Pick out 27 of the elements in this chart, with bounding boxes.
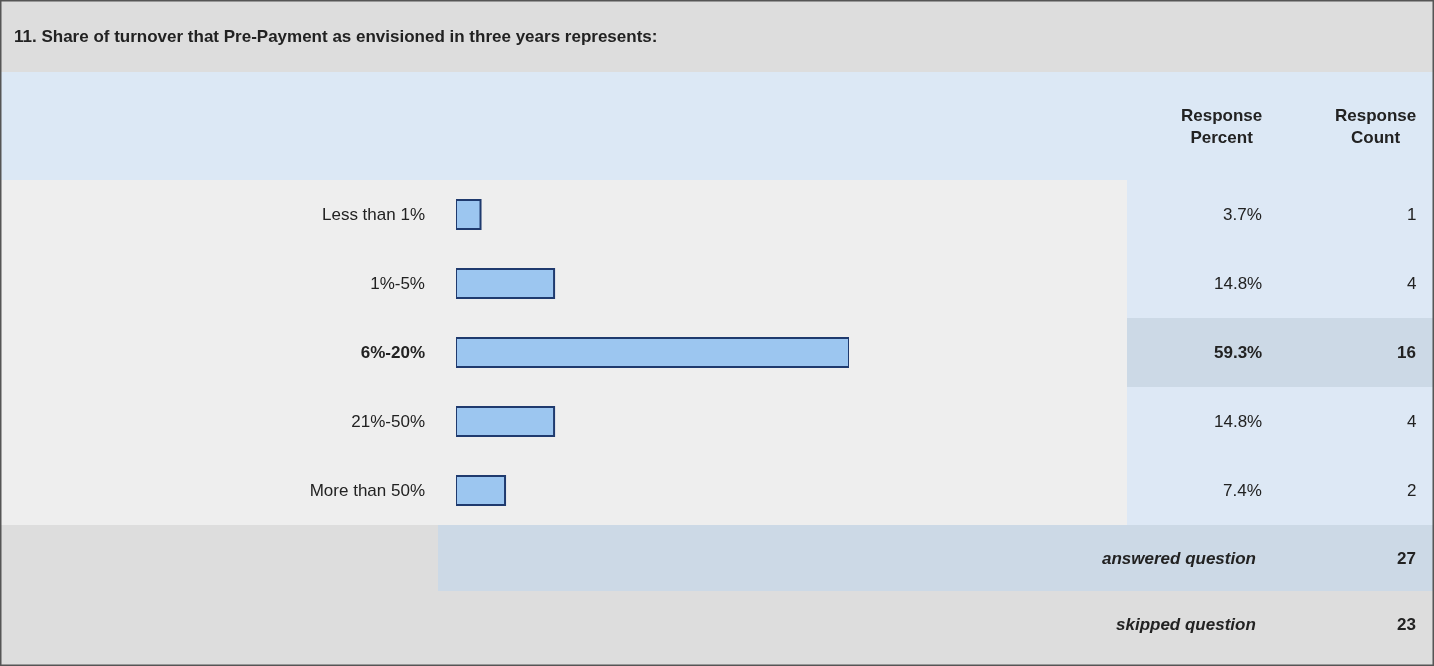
- text: 23: [1397, 615, 1416, 634]
- text: 4: [1407, 412, 1417, 431]
- y-tick-label: 1%-5%: [370, 274, 425, 294]
- y-tick-label: More than 50%: [309, 481, 425, 501]
- chart-title: 11. Share of turnover that Pre-Payment as envisioned in three years represents:: [14, 27, 658, 46]
- data-label: 7.4%: [1223, 481, 1262, 500]
- data-label: 14.8%: [1214, 274, 1263, 293]
- text: answered question: [1102, 549, 1256, 568]
- text: 2: [1407, 481, 1417, 500]
- y-tick-label: 6%-20%: [360, 343, 425, 363]
- bar: [456, 406, 556, 437]
- text: skipped question: [1116, 615, 1256, 634]
- data-label: 59.3%: [1214, 343, 1263, 362]
- y-tick-label: Less than 1%: [321, 205, 425, 225]
- y-tick-label: 21%-50%: [351, 412, 425, 432]
- bar: [456, 199, 482, 230]
- bar: [456, 337, 849, 368]
- data-label: 3.7%: [1223, 205, 1262, 224]
- text: 27: [1397, 549, 1416, 568]
- text: Response Count: [1335, 106, 1417, 148]
- text: 4: [1407, 274, 1417, 293]
- text: 16: [1397, 343, 1416, 362]
- text: Response Percent: [1181, 106, 1263, 148]
- data-label: 14.8%: [1214, 412, 1263, 431]
- bar: [456, 268, 556, 299]
- bar: [456, 475, 507, 506]
- text: 1: [1407, 205, 1417, 224]
